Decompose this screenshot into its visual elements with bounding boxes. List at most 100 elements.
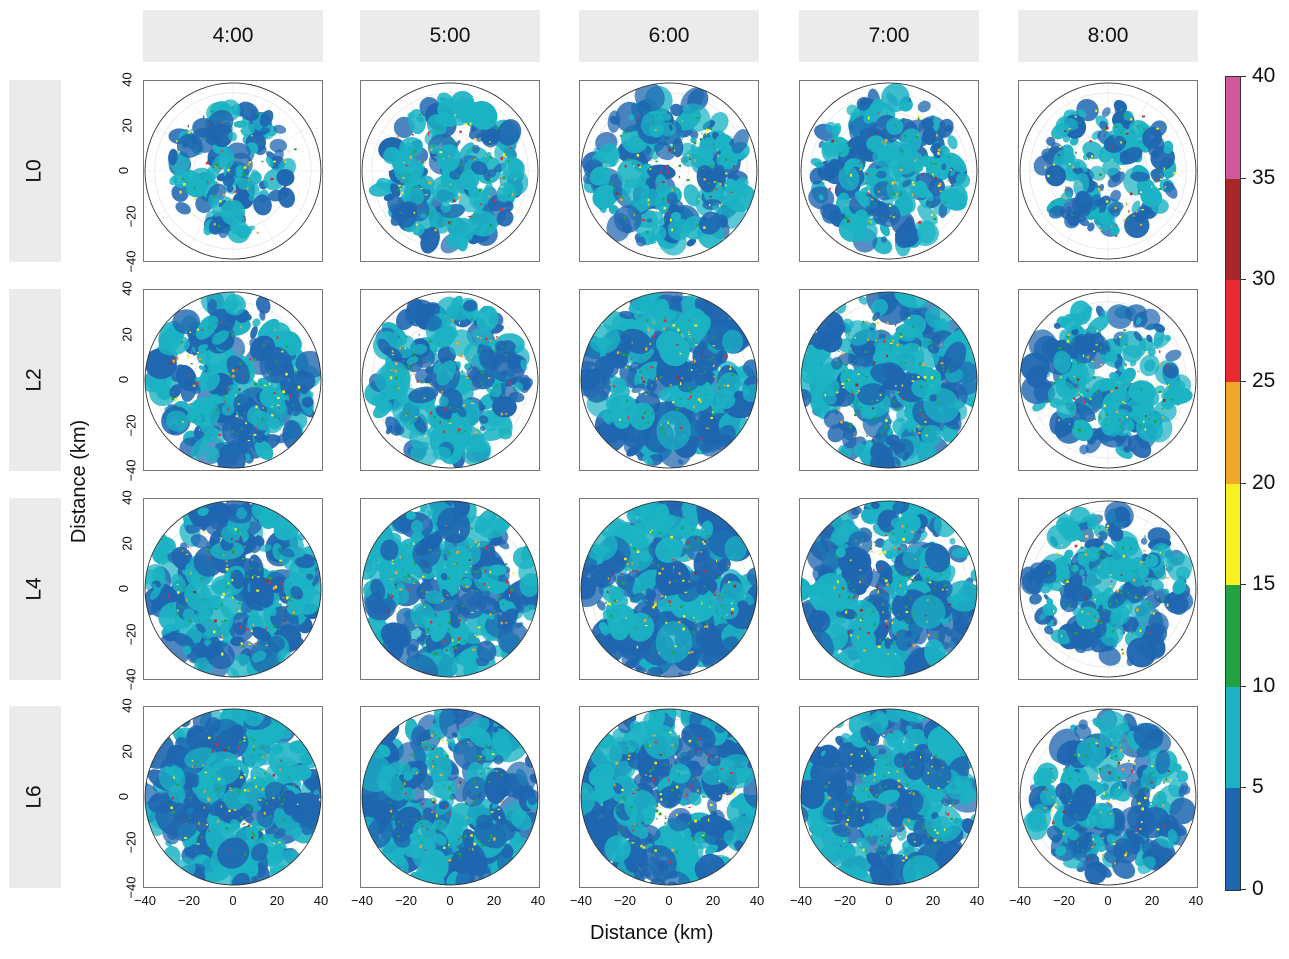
x-tick-label: −20 (833, 893, 857, 908)
colorbar-tick-mark (1241, 279, 1246, 281)
range-ring-outline (361, 291, 539, 469)
x-tick-label: −40 (350, 893, 374, 908)
radar-panel-l0-800 (1018, 80, 1198, 262)
x-tick-label: 20 (486, 893, 502, 908)
x-tick-label: 40 (530, 893, 546, 908)
radar-map (1019, 500, 1197, 678)
radar-map (144, 291, 322, 469)
x-tick-label: 40 (749, 893, 765, 908)
radar-panel-l6-500 (360, 706, 540, 888)
x-tick-label: −40 (569, 893, 593, 908)
x-tick-label: 0 (1104, 893, 1112, 908)
reflectivity-field (800, 291, 978, 469)
range-ring-outline (144, 291, 322, 469)
y-tick-label: 40 (119, 72, 135, 87)
colorbar-bin (1226, 381, 1240, 484)
radar-map (800, 500, 978, 678)
x-tick-label: 0 (885, 893, 893, 908)
y-tick-label: −40 (123, 668, 139, 691)
radar-panel-l2-800 (1018, 289, 1198, 471)
range-ring-outline (580, 708, 758, 886)
radar-panel-l0-400 (143, 80, 323, 262)
reflectivity-field (361, 500, 539, 678)
reflectivity-field (580, 291, 758, 469)
colorbar-tick-mark (1241, 177, 1246, 179)
x-tick-label: −40 (789, 893, 813, 908)
x-tick-label: −20 (1052, 893, 1076, 908)
colorbar-bin (1226, 178, 1240, 281)
radar-panel-l4-400 (143, 498, 323, 680)
radar-map (144, 500, 322, 678)
reflectivity-field (580, 500, 758, 678)
radar-panel-l0-700 (799, 80, 979, 262)
row-header-label: L6 (22, 785, 46, 809)
radar-panel-l4-800 (1018, 498, 1198, 680)
colorbar-tick-mark (1241, 76, 1246, 77)
colorbar-tick-label: 0 (1252, 877, 1264, 900)
reflectivity-field (800, 500, 978, 678)
radar-panel-l2-500 (360, 289, 540, 471)
x-tick-label: −40 (1008, 893, 1032, 908)
x-tick-label: 0 (446, 893, 454, 908)
radar-map (361, 291, 539, 469)
y-tick-label: 20 (119, 326, 135, 342)
colorbar (1225, 76, 1241, 891)
x-tick-label: −20 (394, 893, 418, 908)
radar-map (580, 82, 758, 260)
x-tick-label: 40 (1188, 893, 1204, 908)
reflectivity-field (580, 82, 758, 260)
x-tick-label: 0 (229, 893, 237, 908)
reflectivity-field (580, 708, 758, 886)
y-tick-label: −40 (123, 459, 139, 482)
colorbar-tick-mark (1241, 889, 1246, 890)
radar-map (580, 708, 758, 886)
y-tick-label: 0 (116, 166, 132, 175)
y-tick-label: 40 (119, 281, 135, 296)
reflectivity-field (144, 500, 322, 678)
range-ring-outline (800, 82, 978, 260)
colorbar-bin (1226, 585, 1240, 687)
y-tick-label: −20 (123, 204, 139, 228)
radar-panel-l0-500 (360, 80, 540, 262)
radar-panel-l6-700 (799, 706, 979, 888)
colorbar-tick-mark (1241, 584, 1246, 586)
range-ring-outline (580, 500, 758, 678)
radar-panel-l6-800 (1018, 706, 1198, 888)
colorbar-bin (1226, 686, 1240, 789)
colorbar-tick-mark (1241, 685, 1246, 687)
x-tick-label: 40 (313, 893, 329, 908)
y-tick-label: −20 (123, 830, 139, 854)
x-tick-label: 20 (269, 893, 285, 908)
colorbar-bin (1226, 788, 1240, 890)
range-ring-outline (361, 82, 539, 260)
range-ring-outline (1019, 708, 1197, 886)
colorbar-tick-label: 5 (1252, 775, 1264, 799)
colorbar-bin (1226, 280, 1240, 382)
row-header-label: L4 (22, 577, 46, 601)
y-axis-title: Distance (km) (68, 419, 91, 544)
row-header-l2: L2 (9, 289, 61, 471)
radar-panel-l6-600 (579, 706, 759, 888)
column-header-600: 6:00 (579, 10, 759, 62)
y-tick-label: −20 (123, 413, 139, 437)
radar-panel-l4-500 (360, 498, 540, 680)
reflectivity-field (800, 82, 978, 260)
x-tick-label: 0 (665, 893, 673, 908)
x-tick-label: −20 (177, 893, 201, 908)
reflectivity-field (144, 82, 322, 260)
x-tick-label: 20 (925, 893, 941, 908)
reflectivity-field (1019, 708, 1197, 886)
range-ring-outline (800, 291, 978, 469)
reflectivity-field (144, 708, 322, 886)
colorbar-tick-label: 35 (1252, 165, 1276, 189)
radar-map (1019, 708, 1197, 886)
colorbar-tick-label: 15 (1252, 572, 1276, 596)
radar-map (580, 291, 758, 469)
row-header-label: L2 (22, 368, 46, 392)
y-tick-label: 0 (116, 792, 132, 801)
radar-panel-l4-600 (579, 498, 759, 680)
y-tick-label: 0 (116, 584, 132, 593)
range-ring-outline (144, 500, 322, 678)
reflectivity-field (361, 82, 539, 260)
column-header-700: 7:00 (799, 10, 979, 62)
